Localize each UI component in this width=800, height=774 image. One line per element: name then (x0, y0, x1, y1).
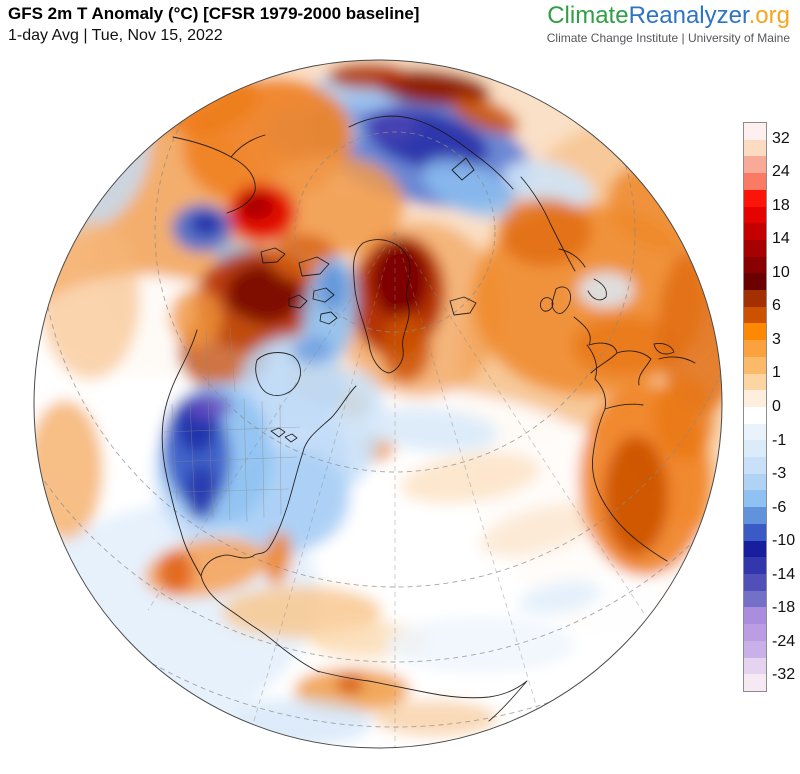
colorbar-band (744, 223, 766, 240)
colorbar-tick-label: 32 (772, 130, 790, 147)
globe-outline (33, 59, 723, 749)
colorbar-tick-labels: 32 24 18 14 10 6 3 1 0 -1 -3 -6 -10 -14 -18 -24 -32 (772, 122, 800, 692)
colorbar-band (744, 540, 766, 558)
colorbar-band (744, 340, 766, 357)
colorbar-band (744, 507, 766, 524)
colorbar-band (744, 457, 766, 474)
colorbar-tick-label: 24 (772, 163, 790, 180)
colorbar-band (744, 239, 766, 257)
colorbar-band (744, 557, 766, 574)
logo-tagline: Climate Change Institute | University of… (546, 31, 790, 45)
colorbar-band (744, 139, 766, 157)
page-subtitle: 1-day Avg | Tue, Nov 15, 2022 (8, 27, 223, 44)
colorbar-band (744, 573, 766, 591)
colorbar-tick-label: -18 (772, 599, 796, 616)
globe-graticule (34, 60, 722, 748)
colorbar-tick-label: -24 (772, 633, 796, 650)
colorbar-band (744, 189, 766, 207)
colorbar-tick-label: 18 (772, 197, 790, 214)
colorbar-band (744, 674, 766, 691)
colorbar-band (744, 657, 766, 675)
colorbar-band (744, 607, 766, 625)
coastlines (161, 115, 696, 722)
colorbar-tick-label: -1 (772, 432, 787, 449)
colorbar-band (744, 156, 766, 174)
colorbar-band (744, 123, 766, 140)
colorbar-tick-label: 3 (772, 331, 781, 348)
logo-wordmark[interactable]: ClimateReanalyzer.org (547, 2, 790, 30)
colorbar (743, 122, 767, 692)
site-logo[interactable]: ClimateReanalyzer.org Climate Change Ins… (547, 2, 790, 45)
colorbar-band (744, 206, 766, 224)
colorbar-band (744, 273, 766, 291)
colorbar-tick-label: -6 (772, 499, 787, 516)
colorbar-band (744, 373, 766, 391)
colorbar-band (744, 640, 766, 658)
colorbar-tick-label: 0 (772, 398, 781, 415)
colorbar-tick-label: -10 (772, 532, 796, 549)
page-title: GFS 2m T Anomaly (°C) [CFSR 1979-2000 ba… (8, 4, 420, 23)
colorbar-band (744, 490, 766, 508)
state-borders (163, 327, 301, 523)
colorbar-tick-label: -14 (772, 566, 796, 583)
colorbar-band (744, 323, 766, 341)
colorbar-band (744, 256, 766, 274)
colorbar-tick-label: 10 (772, 264, 790, 281)
colorbar-band (744, 440, 766, 458)
logo-word-reanalyzer: Reanalyzer (628, 2, 749, 29)
colorbar-band (744, 356, 766, 374)
colorbar-band (744, 406, 766, 424)
anomaly-field (34, 60, 722, 748)
colorbar-band (744, 473, 766, 491)
colorbar-band (744, 290, 766, 307)
colorbar-tick-label: 1 (772, 364, 781, 381)
colorbar-band (744, 423, 766, 441)
colorbar-band (744, 590, 766, 608)
colorbar-tick-label: -3 (772, 465, 787, 482)
logo-word-climate: Climate (547, 2, 629, 29)
colorbar-tick-label: 14 (772, 230, 790, 247)
colorbar-band (744, 173, 766, 190)
colorbar-band (744, 624, 766, 641)
colorbar-tick-label: 6 (772, 297, 781, 314)
colorbar-band (744, 390, 766, 407)
colorbar-band (744, 306, 766, 324)
colorbar-tick-label: -32 (772, 666, 796, 683)
colorbar-band (744, 523, 766, 541)
logo-word-org: .org (748, 2, 790, 29)
